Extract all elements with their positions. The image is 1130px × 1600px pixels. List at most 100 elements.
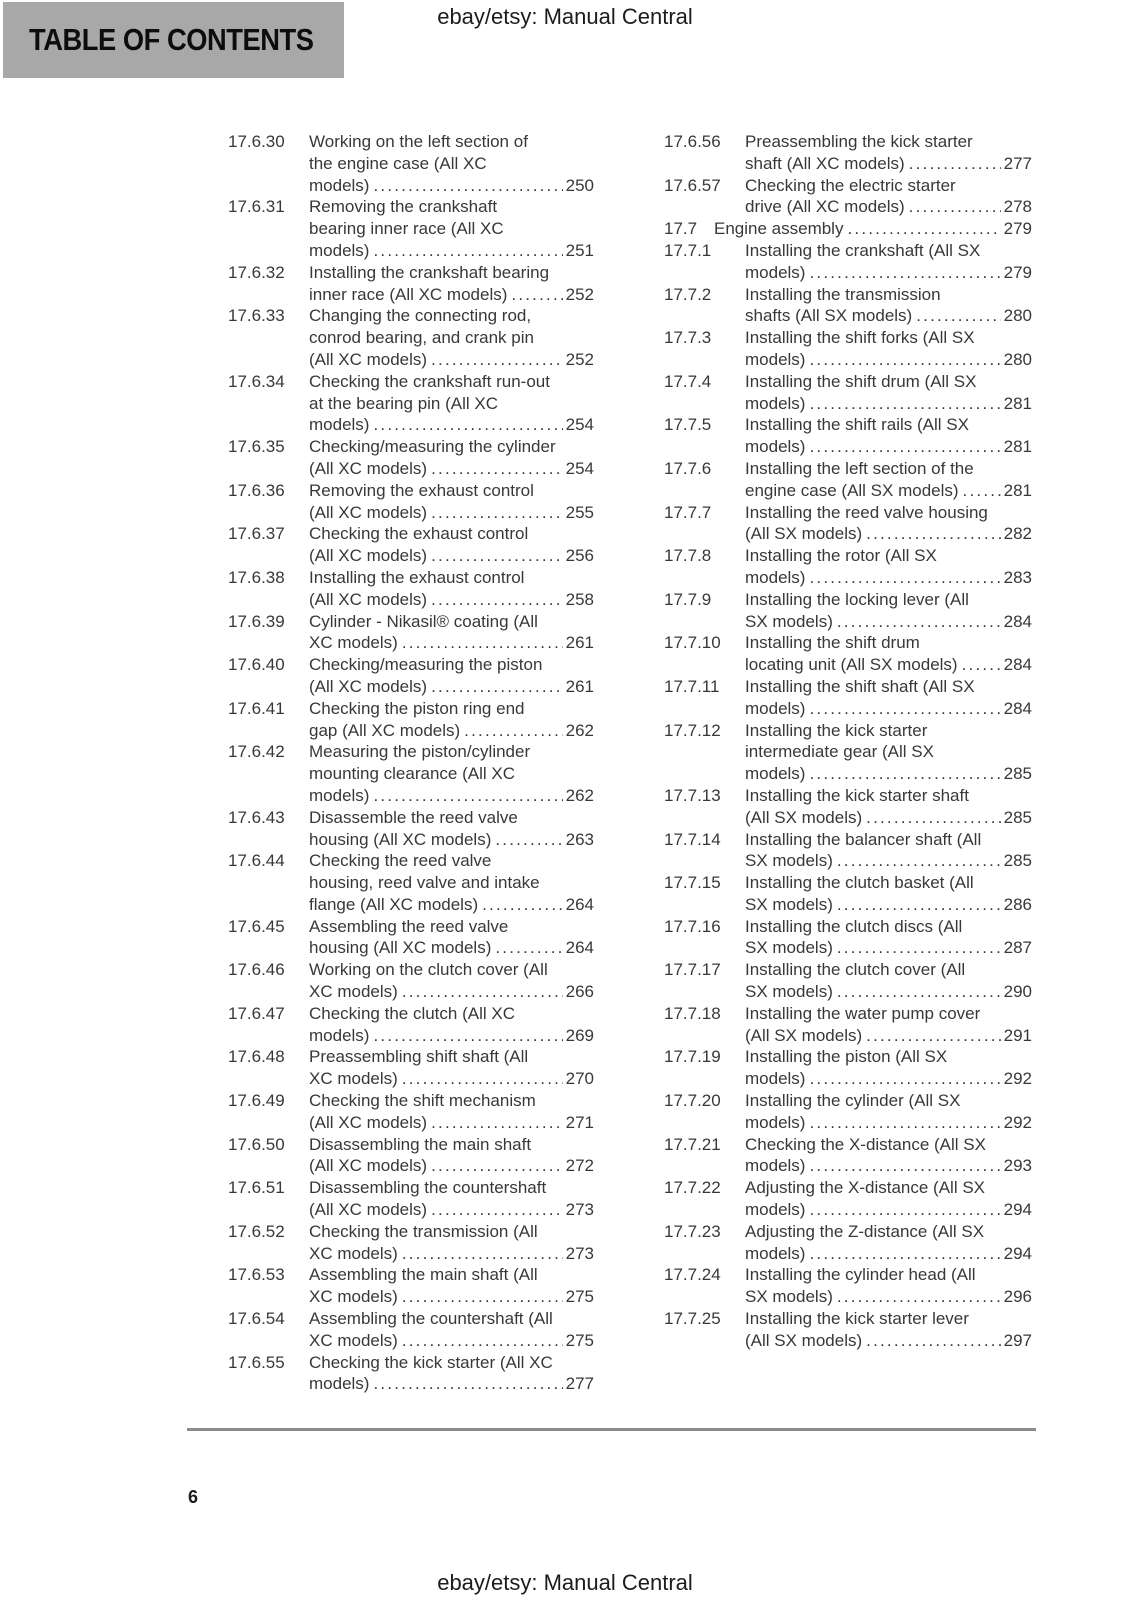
entry-page-number: 296 (1003, 1287, 1032, 1307)
dot-leader (809, 567, 1000, 589)
entry-last-line: models) 254 (309, 414, 594, 436)
entry-number: 17.6.36 (228, 480, 285, 500)
entry-text-line: Installing the shift drum (All SX (745, 371, 977, 391)
toc-entry: 17.6.43 Disassemble the reed valve housing… (228, 807, 594, 851)
entry-number: 17.7.10 (664, 633, 721, 653)
entry-number: 17.6.56 (664, 132, 721, 151)
entry-text-line: models) (745, 698, 806, 718)
entry-number: 17.7.18 (664, 1003, 721, 1023)
toc-entry: 17.7.1 Installing the crankshaft (All SX m… (664, 240, 1032, 284)
table-of-contents-heading: TABLE OF CONTENTS (29, 22, 314, 57)
entry-text-line: Installing the shift drum (745, 633, 920, 653)
entry-body: Installing the clutch cover (All SX model… (745, 959, 1032, 1003)
entry-last-line: models) 292 (745, 1112, 1032, 1134)
entry-body: Checking the transmission (All XC models)… (309, 1221, 594, 1265)
entry-page-number: 284 (1003, 655, 1032, 675)
entry-text-line: models) (745, 437, 806, 457)
entry-text-line: Installing the cylinder head (All (745, 1265, 976, 1285)
entry-text-line: models) (309, 175, 370, 195)
dot-leader (809, 1155, 1000, 1177)
entry-page-number: 277 (565, 1374, 594, 1394)
entry-text-line: Checking the exhaust control (309, 524, 529, 544)
entry-text-line: Working on the clutch cover (All (309, 960, 548, 980)
entry-last-line: (All SX models) 285 (745, 807, 1032, 829)
toc-entry: 17.6.33 Changing the connecting rod, conro… (228, 305, 594, 370)
dot-leader (373, 175, 562, 197)
entry-page-number: 256 (565, 546, 594, 566)
toc-entry: 17.6.41 Checking the piston ring end gap (… (228, 698, 594, 742)
dot-leader (402, 1286, 563, 1308)
entry-body: Checking the exhaust control (All XC mode… (309, 523, 594, 567)
entry-number: 17.6.37 (228, 524, 285, 544)
entry-last-line: drive (All XC models) 278 (745, 196, 1032, 218)
entry-body: Installing the kick starter lever (All SX… (745, 1308, 1032, 1352)
entry-text-line: XC models) (309, 1330, 398, 1350)
entry-text-line: Measuring the piston/cylinder (309, 742, 531, 762)
entry-text-line: Installing the locking lever (All (745, 589, 969, 609)
entry-text-line: SX models) (745, 894, 833, 914)
footer-divider (187, 1428, 1036, 1431)
entry-last-line: XC models) 273 (309, 1243, 594, 1265)
entry-number: 17.7.22 (664, 1178, 721, 1198)
toc-entry: 17.7.7 Installing the reed valve housing(… (664, 502, 1032, 546)
toc-entry: 17.7.15 Installing the clutch basket (All… (664, 872, 1032, 916)
entry-last-line: SX models) 284 (745, 611, 1032, 633)
entry-last-line: models) 283 (745, 567, 1032, 589)
toc-columns: 17.6.30 Working on the left section of the… (228, 131, 1032, 1395)
dot-leader (809, 436, 1000, 458)
entry-last-line: XC models) 261 (309, 632, 594, 654)
entry-last-line: models) 262 (309, 785, 594, 807)
entry-number: 17.6.38 (228, 567, 285, 587)
entry-page-number: 273 (565, 1243, 594, 1263)
toc-entry: 17.7.21 Checking the X-distance (All SX mo… (664, 1134, 1032, 1178)
entry-number: 17.6.52 (228, 1221, 285, 1241)
entry-text-line: Checking the kick starter (All XC (309, 1352, 553, 1372)
header-title: ebay/etsy: Manual Central (437, 4, 693, 29)
entry-page-number: 255 (565, 502, 594, 522)
dot-leader (402, 1330, 563, 1352)
entry-body: Installing the clutch discs (All SX model… (745, 916, 1032, 960)
entry-last-line: shafts (All SX models) 280 (745, 305, 1032, 327)
entry-body: Checking the reed valve housing, reed val… (309, 850, 594, 915)
entry-page-number: 290 (1003, 982, 1032, 1002)
entry-number: 17.7.11 (664, 676, 720, 696)
entry-text-line: Installing the exhaust control (309, 567, 525, 587)
entry-text-line: SX models) (745, 611, 833, 631)
dot-leader (431, 545, 563, 567)
entry-text-line: models) (745, 1112, 806, 1132)
dot-leader (837, 1286, 1001, 1308)
entry-text-line: the engine case (All XC (309, 153, 487, 173)
dot-leader (809, 349, 1000, 371)
dot-leader (431, 502, 563, 524)
entry-page-number: 270 (565, 1069, 594, 1089)
dot-leader (495, 937, 562, 959)
toc-entry: 17.6.50 Disassembling the main shaft (All … (228, 1134, 594, 1178)
entry-body: Installing the kick starter intermediate … (745, 720, 1032, 785)
entry-page-number: 258 (565, 589, 594, 609)
entry-last-line: (All XC models) 254 (309, 458, 594, 480)
toc-entry: 17.6.36 Removing the exhaust control (All … (228, 480, 594, 524)
toc-entry: 17.7.2 Installing the transmission shafts … (664, 284, 1032, 328)
entry-text-line: Cylinder - Nikasil® coating (All (309, 611, 538, 631)
entry-page-number: 277 (1003, 153, 1032, 173)
entry-number: 17.7.21 (664, 1134, 721, 1154)
dot-leader (464, 720, 562, 742)
entry-text-line: models) (309, 1374, 370, 1394)
entry-last-line: models) 269 (309, 1025, 594, 1047)
entry-body: Installing the shift shaft (All SX models… (745, 676, 1032, 720)
entry-text-line: (All XC models) (309, 502, 428, 522)
toc-entry: 17.7.14 Installing the balancer shaft (Al… (664, 829, 1032, 873)
entry-page-number: 261 (565, 676, 594, 696)
toc-entry: 17.6.51 Disassembling the countershaft (Al… (228, 1177, 594, 1221)
entry-page-number: 275 (565, 1330, 594, 1350)
entry-number: 17.6.40 (228, 655, 285, 675)
entry-page-number: 292 (1003, 1069, 1032, 1089)
entry-text-line: Installing the rotor (All SX (745, 546, 937, 566)
entry-number: 17.6.34 (228, 371, 285, 391)
toc-entry: 17.6.53 Assembling the main shaft (All XC … (228, 1264, 594, 1308)
toc-entry: 17.7 Engine assembly 279 (664, 218, 1032, 240)
dot-leader (495, 829, 562, 851)
